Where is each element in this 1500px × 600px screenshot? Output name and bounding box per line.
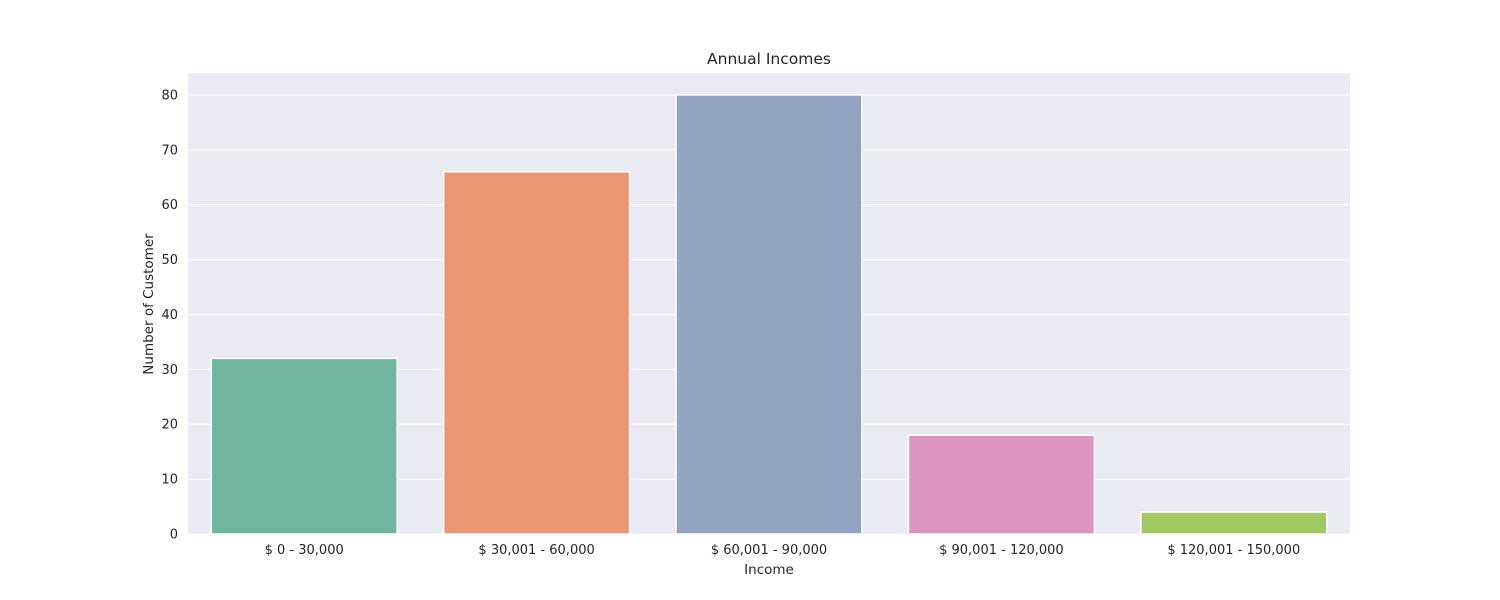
x-tick-label: $ 30,001 - 60,000 [478, 543, 594, 558]
bar-1 [210, 357, 398, 535]
bars [210, 94, 1328, 535]
y-tick-label: 50 [161, 253, 178, 268]
bar-2 [442, 171, 631, 535]
x-tick-label: $ 120,001 - 150,000 [1167, 543, 1300, 558]
y-tick-label: 0 [170, 528, 178, 543]
y-tick-label: 80 [161, 88, 178, 103]
y-tick-label: 60 [161, 198, 178, 213]
x-tick-labels: $ 0 - 30,000 $ 30,001 - 60,000 $ 60,001 - … [265, 543, 1301, 558]
bar-3 [675, 94, 863, 535]
y-tick-label: 30 [161, 363, 178, 378]
y-tick-labels: 0 10 20 30 40 50 60 70 80 [161, 88, 178, 542]
y-tick-label: 20 [161, 418, 178, 433]
x-tick-label: $ 90,001 - 120,000 [939, 543, 1064, 558]
y-tick-label: 70 [161, 143, 178, 158]
bar-4 [907, 434, 1096, 535]
bar-5 [1140, 511, 1328, 535]
y-tick-label: 10 [161, 473, 178, 488]
y-tick-label: 40 [161, 308, 178, 323]
x-tick-label: $ 0 - 30,000 [265, 543, 344, 558]
chart-title: Annual Incomes [707, 50, 831, 68]
y-axis-label: Number of Customer [141, 233, 157, 375]
x-axis-label: Income [744, 562, 794, 578]
x-tick-label: $ 60,001 - 90,000 [711, 543, 827, 558]
